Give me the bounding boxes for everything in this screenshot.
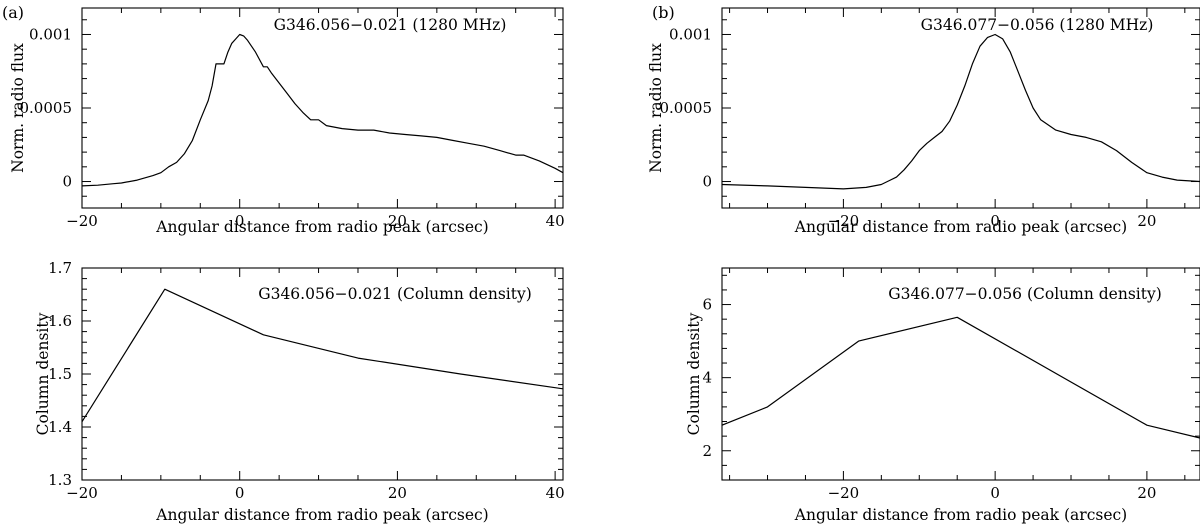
series-line — [82, 33, 563, 187]
y-axis-label: Column density — [34, 312, 52, 435]
chart-panel-b_top: −20 0 20 0 0.0005 0.001 Angular distance from … — [647, 3, 1200, 236]
x-tick-label: 20 — [1137, 484, 1156, 502]
y-tick-label: 0 — [62, 173, 72, 191]
x-tick-label: 0 — [990, 484, 1000, 502]
y-tick-label: 1.5 — [48, 365, 72, 383]
x-tick-label: −20 — [828, 212, 860, 230]
chart-panel-a_bottom: −20 0 20 40 1.3 1.4 1.5 1.6 1.7 Angular distance … — [34, 259, 564, 524]
x-tick-label: 40 — [546, 212, 565, 230]
chart-title: G346.056−0.021 (Column density) — [258, 285, 532, 303]
x-tick-label: 20 — [388, 212, 407, 230]
chart-title: G346.056−0.021 (1280 MHz) — [274, 16, 507, 34]
plot-frame — [721, 267, 1200, 481]
y-tick-label: 0.001 — [669, 25, 712, 43]
x-axis-label: Angular distance from radio peak (arcsec… — [794, 218, 1127, 236]
y-tick-label: 0.0005 — [20, 99, 73, 117]
x-tick-label: −20 — [66, 484, 98, 502]
chart-panel-a_top: −20 0 20 40 0 0.0005 0.001 Angular distance fro… — [2, 3, 565, 236]
y-axis-label: Column density — [685, 312, 703, 435]
y-tick-label: 1.6 — [48, 312, 72, 330]
y-tick-label: 2 — [702, 442, 712, 460]
x-tick-label: −20 — [828, 484, 860, 502]
y-tick-label: 0.001 — [29, 25, 72, 43]
panel-label: (a) — [2, 3, 24, 22]
x-tick-label: 40 — [546, 484, 565, 502]
x-tick-label: 20 — [1137, 212, 1156, 230]
chart-title: G346.077−0.056 (Column density) — [888, 285, 1162, 303]
y-tick-label: 6 — [702, 296, 712, 314]
series-line — [722, 33, 1200, 190]
plot-frame — [721, 7, 1200, 209]
x-tick-label: 0 — [235, 212, 245, 230]
chart-panel-b_bottom: −20 0 20 2 4 6 Angular distance from radio pea… — [685, 267, 1200, 524]
panel-label: (b) — [652, 3, 675, 22]
y-tick-label: 1.4 — [48, 418, 72, 436]
series-line — [722, 316, 1200, 439]
plot-frame — [81, 7, 564, 209]
y-tick-label: 1.3 — [48, 471, 72, 489]
y-tick-label: 0.0005 — [660, 99, 713, 117]
x-axis-label: Angular distance from radio peak (arcsec… — [155, 218, 488, 236]
y-tick-label: 4 — [702, 369, 712, 387]
x-tick-label: −20 — [66, 212, 98, 230]
y-tick-label: 1.7 — [48, 259, 72, 277]
y-tick-label: 0 — [702, 173, 712, 191]
x-axis-label: Angular distance from radio peak (arcsec… — [794, 506, 1127, 524]
x-tick-label: 20 — [388, 484, 407, 502]
y-axis-label: Norm. radio flux — [647, 43, 665, 173]
x-tick-label: 0 — [235, 484, 245, 502]
series-line — [82, 288, 563, 423]
y-axis-label: Norm. radio flux — [9, 43, 27, 173]
x-axis-label: Angular distance from radio peak (arcsec… — [155, 506, 488, 524]
chart-title: G346.077−0.056 (1280 MHz) — [921, 16, 1154, 34]
x-tick-label: 0 — [990, 212, 1000, 230]
